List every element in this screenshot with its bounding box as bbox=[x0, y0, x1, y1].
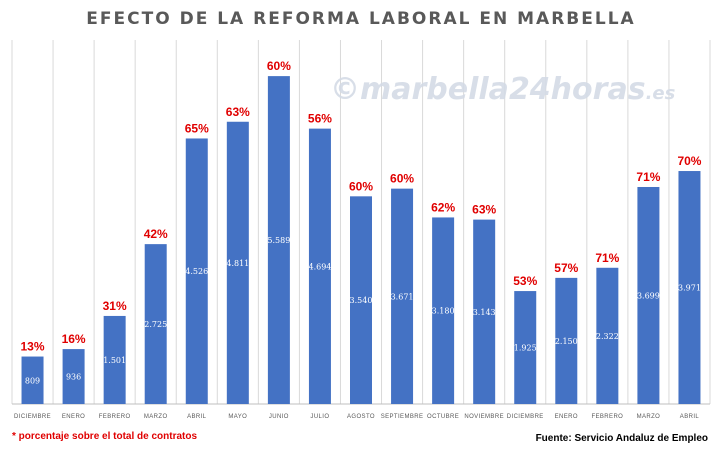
x-tick-label: OCTUBRE bbox=[427, 414, 459, 420]
bar bbox=[596, 267, 619, 404]
bar bbox=[678, 171, 701, 404]
data-label: 2.322 bbox=[596, 332, 619, 341]
x-tick-label: JUNIO bbox=[269, 414, 289, 420]
bar bbox=[185, 138, 208, 404]
bar bbox=[144, 244, 167, 404]
x-tick-label: SEPTIEMBRE bbox=[381, 414, 424, 420]
data-label: 3.699 bbox=[637, 291, 660, 300]
bar bbox=[226, 121, 249, 404]
x-tick-label: FEBRERO bbox=[99, 414, 131, 420]
bar bbox=[514, 291, 537, 404]
data-label: 2.150 bbox=[555, 337, 578, 346]
bar bbox=[267, 76, 290, 404]
data-label: 3.540 bbox=[350, 296, 373, 305]
bar bbox=[103, 315, 126, 404]
data-label: 4.526 bbox=[185, 267, 208, 276]
percent-label: 70% bbox=[677, 154, 701, 168]
percent-label: 53% bbox=[513, 274, 537, 288]
x-tick-label: MARZO bbox=[637, 414, 661, 420]
data-label: 1.925 bbox=[514, 344, 537, 353]
percent-label: 56% bbox=[308, 112, 332, 126]
percent-label: 31% bbox=[103, 299, 127, 313]
x-tick-label: ABRIL bbox=[680, 414, 700, 420]
bar bbox=[308, 128, 331, 405]
x-tick-label: ENERO bbox=[555, 414, 578, 420]
data-label: 809 bbox=[25, 376, 40, 385]
bar bbox=[473, 219, 496, 404]
x-tick-label: MAYO bbox=[228, 414, 247, 420]
bar bbox=[350, 196, 372, 404]
data-label: 5.589 bbox=[267, 236, 290, 245]
percent-label: 71% bbox=[595, 251, 619, 265]
percent-label: 71% bbox=[636, 170, 660, 184]
x-tick-label: DICIEMBRE bbox=[14, 414, 51, 420]
x-tick-label: NOVIEMBRE bbox=[464, 414, 504, 420]
x-tick-label: AGOSTO bbox=[347, 414, 375, 420]
percent-label: 62% bbox=[431, 200, 455, 214]
data-label: 1.501 bbox=[103, 356, 126, 365]
data-label: 936 bbox=[66, 373, 81, 382]
bar bbox=[637, 186, 660, 404]
percent-label: 65% bbox=[185, 121, 209, 135]
bar bbox=[391, 188, 414, 404]
bar bbox=[62, 349, 85, 404]
data-label: 3.143 bbox=[473, 308, 496, 317]
data-label: 3.180 bbox=[432, 307, 455, 316]
x-tick-label: ABRIL bbox=[187, 414, 207, 420]
percent-label: 13% bbox=[21, 340, 45, 354]
data-label: 4.694 bbox=[308, 262, 331, 271]
bar bbox=[555, 277, 578, 404]
data-label: 2.725 bbox=[144, 320, 167, 329]
percent-label: 42% bbox=[144, 227, 168, 241]
percent-label: 57% bbox=[554, 261, 578, 275]
source-note: Fuente: Servicio Andaluz de Empleo bbox=[535, 433, 708, 444]
percent-label: 60% bbox=[349, 179, 373, 193]
x-tick-label: ENERO bbox=[62, 414, 85, 420]
chart-title: EFECTO DE LA REFORMA LABORAL EN MARBELLA bbox=[86, 9, 636, 29]
data-label: 4.811 bbox=[226, 259, 249, 268]
percent-label: 16% bbox=[62, 332, 86, 346]
bar bbox=[432, 217, 455, 404]
percent-label: 63% bbox=[226, 105, 250, 119]
bar bbox=[21, 356, 44, 404]
x-tick-label: JULIO bbox=[310, 414, 329, 420]
x-tick-label: FEBRERO bbox=[591, 414, 623, 420]
data-label: 3.971 bbox=[678, 284, 701, 293]
percent-label: 60% bbox=[267, 59, 291, 73]
x-tick-label: MARZO bbox=[144, 414, 168, 420]
percent-label: 60% bbox=[390, 172, 414, 186]
x-tick-label: DICIEMBRE bbox=[507, 414, 544, 420]
percent-label: 63% bbox=[472, 203, 496, 217]
data-label: 3.671 bbox=[391, 292, 414, 301]
footnote: * porcentaje sobre el total de contratos bbox=[12, 431, 198, 442]
